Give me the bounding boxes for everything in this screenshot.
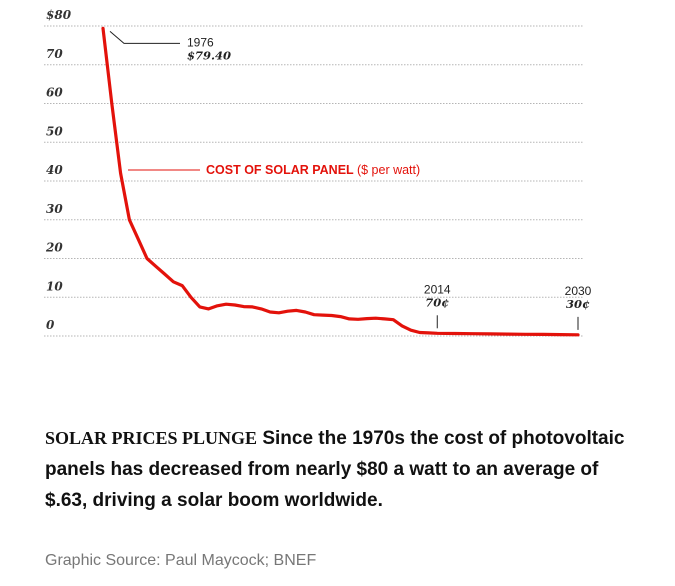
caption-text: Since the 1970s the cost of photovoltaic… <box>45 428 625 511</box>
annotation-year: 2014 <box>424 282 451 296</box>
y-tick-label: 40 <box>46 163 63 177</box>
y-axis-ticks: $80 70 60 50 40 30 20 10 0 <box>45 8 72 332</box>
series-name: COST OF SOLAR PANEL <box>206 163 354 177</box>
series-lines <box>101 26 580 337</box>
series-label-callout: COST OF SOLAR PANEL ($ per watt) <box>128 163 420 177</box>
y-tick-label: 20 <box>45 241 63 255</box>
caption: SOLAR PRICES PLUNGE Since the 1970s the … <box>45 423 645 516</box>
annotation-year: 2030 <box>565 284 592 298</box>
caption-headline: SOLAR PRICES PLUNGE <box>45 428 258 448</box>
source-credit: Graphic Source: Paul Maycock; BNEF <box>45 552 317 569</box>
y-tick-label: 60 <box>46 86 63 100</box>
y-tick-label: 0 <box>46 318 55 332</box>
series-unit: ($ per watt) <box>357 163 420 177</box>
annotation: 1976$79.40 <box>109 30 231 62</box>
annotation-value: 70¢ <box>425 295 449 309</box>
y-tick-label: $80 <box>46 8 72 22</box>
annotation-value: 30¢ <box>566 297 590 311</box>
annotation-year: 1976 <box>187 35 214 49</box>
gridlines <box>44 25 584 337</box>
series-label: COST OF SOLAR PANEL ($ per watt) <box>206 163 420 177</box>
y-tick-label: 50 <box>46 124 63 138</box>
annotation-leader <box>109 30 180 44</box>
annotation-value: $79.40 <box>187 48 231 62</box>
series-line <box>101 26 580 337</box>
y-tick-label: 30 <box>46 202 63 216</box>
y-tick-label: 10 <box>46 279 63 293</box>
y-tick-label: 70 <box>46 47 63 61</box>
